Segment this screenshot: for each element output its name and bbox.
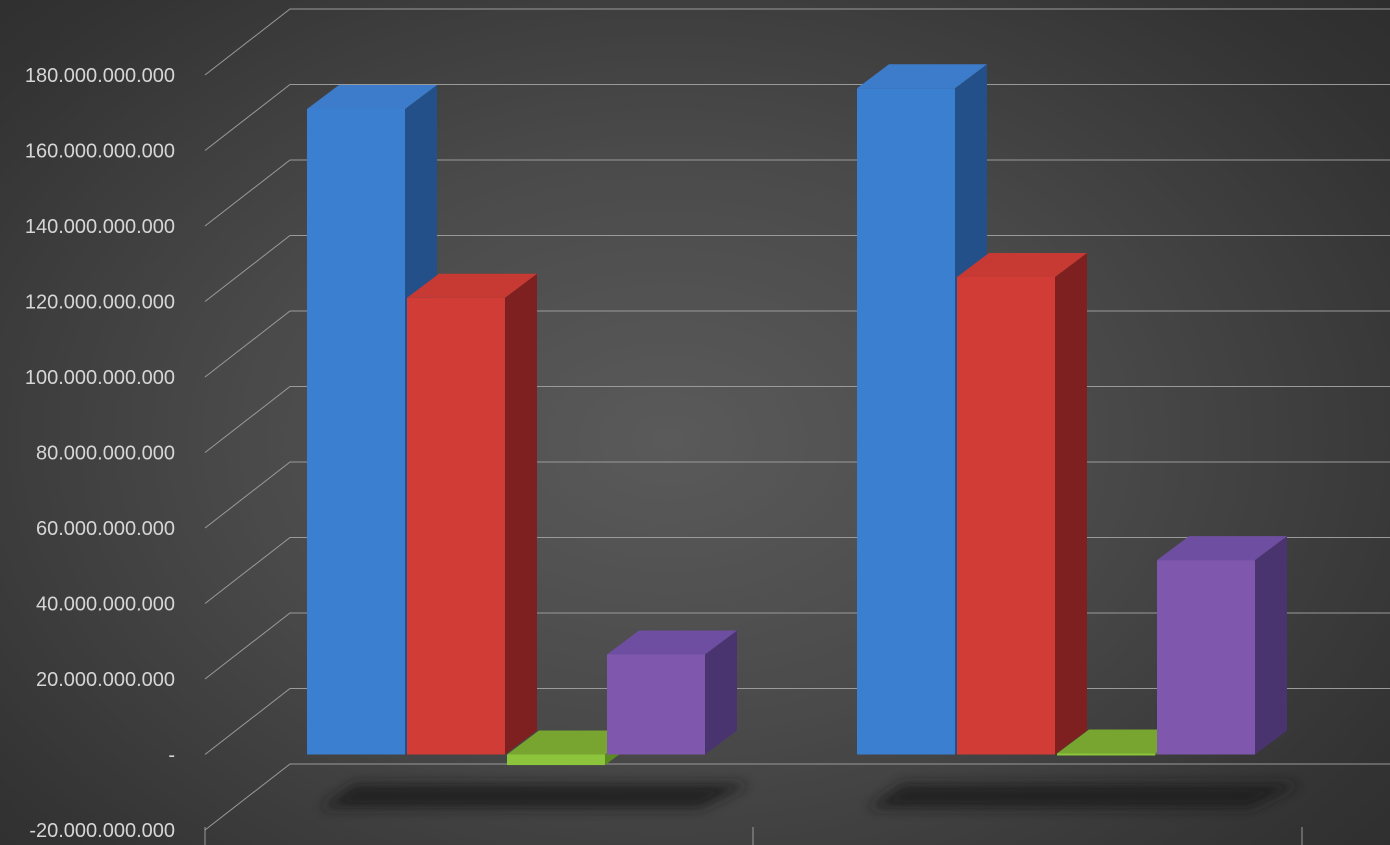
bar-top bbox=[307, 84, 437, 109]
bar-front bbox=[1057, 753, 1155, 756]
bar-front bbox=[407, 297, 505, 755]
bars bbox=[307, 64, 1287, 766]
bar bbox=[957, 252, 1087, 755]
bar-top bbox=[407, 273, 537, 298]
bar-front bbox=[857, 88, 955, 755]
floor-shadow bbox=[320, 784, 750, 808]
y-tick-label: 140.000.000.000 bbox=[25, 216, 175, 238]
bar-side bbox=[505, 273, 537, 755]
bar-side bbox=[705, 630, 737, 755]
y-tick-label: 40.000.000.000 bbox=[36, 594, 175, 616]
y-tick-label: 20.000.000.000 bbox=[36, 669, 175, 691]
bar-top bbox=[1057, 729, 1187, 754]
bar-front bbox=[507, 754, 605, 766]
gridline bbox=[204, 159, 1390, 227]
y-tick-label: 60.000.000.000 bbox=[36, 518, 175, 540]
y-tick-label: 120.000.000.000 bbox=[25, 292, 175, 314]
floor-shadows bbox=[320, 784, 1300, 808]
bar-front bbox=[607, 654, 705, 755]
gridline bbox=[204, 8, 1390, 76]
bar-front bbox=[307, 108, 405, 755]
bar-front bbox=[1157, 560, 1255, 755]
y-tick-label: 100.000.000.000 bbox=[25, 367, 175, 389]
bar-top bbox=[857, 64, 987, 89]
bar-side bbox=[1255, 536, 1287, 755]
bar-top bbox=[607, 630, 737, 655]
bar bbox=[607, 630, 737, 755]
y-tick-label: 180.000.000.000 bbox=[25, 65, 175, 87]
floor-shadow bbox=[868, 784, 1300, 808]
bar-top bbox=[507, 730, 637, 755]
gridlines bbox=[204, 8, 1390, 831]
y-tick-label: 160.000.000.000 bbox=[25, 141, 175, 163]
bar bbox=[407, 273, 537, 755]
gridline bbox=[204, 235, 1390, 302]
bar-top bbox=[957, 252, 1087, 277]
x-axis bbox=[204, 827, 1303, 845]
bar-side bbox=[1055, 252, 1087, 755]
y-tick-label: - bbox=[168, 745, 175, 767]
y-tick-label: 80.000.000.000 bbox=[36, 443, 175, 465]
bar bbox=[1157, 536, 1287, 755]
gridline bbox=[204, 763, 1390, 831]
y-axis: -20.000.000.000-20.000.000.00040.000.000… bbox=[25, 65, 175, 842]
bar-front bbox=[957, 276, 1055, 755]
y-tick-label: -20.000.000.000 bbox=[29, 820, 175, 842]
gridline bbox=[204, 84, 1390, 151]
bar-top bbox=[1157, 536, 1287, 561]
